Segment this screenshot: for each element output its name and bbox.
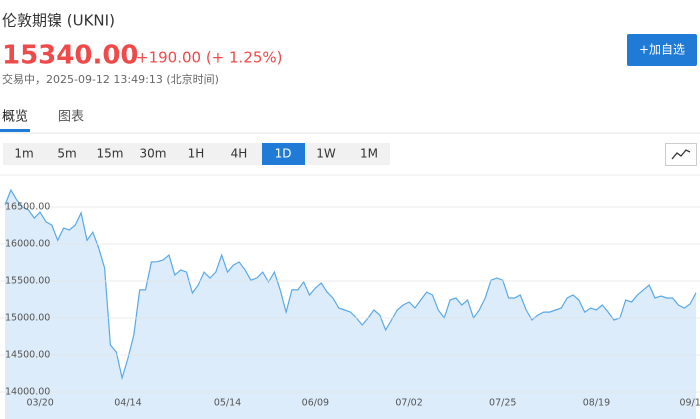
- x-tick-label: 07/25: [489, 398, 516, 409]
- y-tick-label: 15500.00: [5, 275, 50, 286]
- x-tick-label: 03/20: [26, 398, 53, 409]
- price-change: +190.00 (+ 1.25%): [136, 49, 283, 67]
- icon-box: [665, 143, 697, 166]
- interval[interactable]: 15m: [97, 147, 124, 161]
- add-watchlist-button[interactable]: +加自选: [627, 34, 697, 66]
- x-tick-label: 05/14: [214, 398, 241, 409]
- x-tick-label: 04/14: [114, 398, 141, 409]
- status: 交易中，2025-09-12 13:49:13 (北京时间): [2, 72, 219, 86]
- interval[interactable]: 5m: [57, 147, 76, 161]
- interval[interactable]: 1D: [275, 147, 292, 161]
- interval[interactable]: 1H: [188, 147, 205, 161]
- y-tick-label: 14000.00: [5, 387, 50, 398]
- interval[interactable]: 1W: [316, 147, 336, 161]
- line: [4, 188, 697, 381]
- y-tick-label: 14500.00: [5, 349, 50, 360]
- tab[interactable]: 图表: [58, 110, 84, 125]
- interval[interactable]: 1m: [14, 147, 33, 161]
- tab-underline: [0, 129, 30, 132]
- button-label: +加自选: [639, 43, 685, 57]
- price: 15340.00: [2, 41, 139, 71]
- x-tick-label: 07/02: [395, 398, 422, 409]
- y-tick-label: 16500.00: [5, 201, 50, 212]
- y-tick-label: 16000.00: [5, 238, 50, 249]
- y-tick-label: 15000.00: [5, 312, 50, 323]
- button-bg: [627, 34, 697, 66]
- interval-active: [262, 143, 305, 165]
- interval[interactable]: 1M: [360, 147, 378, 161]
- tab[interactable]: 概览: [2, 109, 28, 125]
- x-tick-label: 08/19: [583, 398, 610, 409]
- x-tick-label: 09/1: [679, 398, 700, 409]
- chart-style-button[interactable]: [665, 143, 697, 166]
- icon: [671, 149, 691, 160]
- interval[interactable]: 30m: [140, 147, 167, 161]
- area: [5, 190, 696, 419]
- title: 伦敦期镍 (UKNI): [2, 12, 115, 30]
- interval[interactable]: 4H: [231, 147, 248, 161]
- x-tick-label: 06/09: [302, 398, 329, 409]
- chart: 14000.00 14500.00 15000.00 15500.00 16000.00…: [0, 188, 700, 419]
